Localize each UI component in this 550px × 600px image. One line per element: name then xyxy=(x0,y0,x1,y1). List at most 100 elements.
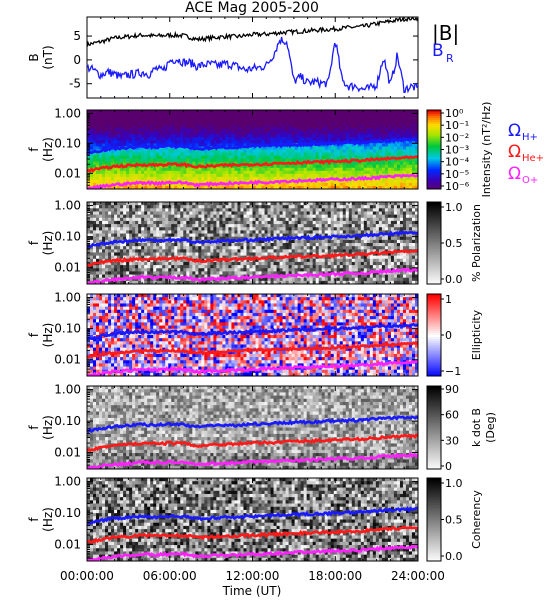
y-axis-unit: (Hz) xyxy=(41,137,55,162)
colorbar-step xyxy=(427,542,441,545)
colorbar-tick-label: 1.0 xyxy=(445,201,463,214)
y-axis-unit: (Hz) xyxy=(41,231,55,256)
legend-omega-h-plus: Ω xyxy=(508,121,521,141)
colorbar-step xyxy=(427,308,441,311)
spectrogram-cells xyxy=(87,386,419,470)
colorbar-step xyxy=(427,141,441,145)
legend-omega-he-plus: Ω xyxy=(508,142,521,162)
gyrofrequency-line-o-plus xyxy=(87,451,419,470)
colorbar-step xyxy=(427,133,441,137)
colorbar-step xyxy=(427,540,441,543)
colorbar-step xyxy=(427,433,441,437)
series-b-r xyxy=(86,36,419,94)
gyrofrequency-line-h-plus xyxy=(86,230,418,249)
y-tick-label: 0.01 xyxy=(54,353,81,367)
colorbar-step xyxy=(427,353,441,356)
colorbar-step xyxy=(427,113,441,117)
colorbar-step xyxy=(427,480,441,483)
colorbar-step xyxy=(427,500,441,504)
colorbar-step xyxy=(427,171,441,174)
colorbar-step xyxy=(427,347,441,350)
colorbar-step xyxy=(427,306,441,309)
y-tick-label: 1.00 xyxy=(54,475,81,489)
colorbar-step xyxy=(427,251,441,254)
colorbar-step xyxy=(427,454,441,458)
panel-polarization: 1.00 0.10 0.01 f (Hz) 1.0 0.5 0.0 % Polarization xyxy=(27,199,483,286)
x-tick-label: 00:00:00 xyxy=(60,569,114,583)
y-axis-unit: (Hz) xyxy=(41,507,55,532)
colorbar-step xyxy=(427,117,441,121)
colorbar-step xyxy=(427,444,441,447)
colorbar-step xyxy=(427,446,441,449)
colorbar-step xyxy=(427,402,441,406)
colorbar-step xyxy=(427,298,441,301)
colorbar-step xyxy=(427,163,441,166)
colorbar-step xyxy=(427,228,441,232)
colorbar-step xyxy=(427,349,441,352)
colorbar-step xyxy=(427,496,441,500)
colorbar-label: Coherency xyxy=(470,490,483,549)
colorbar-step xyxy=(427,390,441,393)
colorbar-step xyxy=(427,425,441,429)
y-axis-label: f xyxy=(27,425,41,430)
colorbar-step xyxy=(427,550,441,554)
colorbar-step xyxy=(427,439,441,443)
colorbar-step xyxy=(427,183,441,186)
colorbar-step xyxy=(427,326,441,330)
colorbar-step xyxy=(427,185,441,188)
colorbar-step xyxy=(427,125,441,129)
colorbar-step xyxy=(427,259,441,262)
colorbar-label: Intensity (nT²/Hz) xyxy=(480,102,493,198)
y-tick-label: 0.10 xyxy=(54,506,81,520)
colorbar-step xyxy=(427,181,441,184)
colorbar-step xyxy=(427,279,441,283)
panel-field: 50-5B (nT)|B|B R xyxy=(27,16,459,99)
panel-intensity: 1.00 0.10 0.01 f (Hz) 10⁰10⁻¹10⁻²10⁻³10⁻⁴10⁻⁵… xyxy=(27,102,544,198)
y-tick-label: 0.01 xyxy=(54,166,81,180)
colorbar-step xyxy=(427,257,441,260)
colorbar-step xyxy=(427,115,441,119)
chart-title: ACE Mag 2005-200 xyxy=(185,0,319,16)
colorbar-tick-label: 0 xyxy=(445,329,452,342)
colorbar-step xyxy=(427,429,441,433)
colorbar-step xyxy=(427,216,441,219)
colorbar-tick-label: 0 xyxy=(445,460,452,473)
colorbar-step xyxy=(427,361,441,365)
colorbar-step xyxy=(427,310,441,313)
y-axis-unit: (nT) xyxy=(41,45,55,69)
colorbar-step xyxy=(427,345,441,348)
y-tick-label: 1.00 xyxy=(54,291,81,305)
colorbar-step xyxy=(427,529,441,533)
colorbar-step xyxy=(427,531,441,535)
colorbar-step xyxy=(427,367,441,371)
y-tick-label: 0.01 xyxy=(54,538,81,552)
colorbar-step xyxy=(427,224,441,228)
colorbar-step xyxy=(427,492,441,496)
colorbar-step xyxy=(427,273,441,277)
colorbar-step xyxy=(427,269,441,273)
gyrofrequency-line-he-plus xyxy=(86,341,419,360)
legend: Ω H+Ω He+Ω O+ xyxy=(508,121,544,186)
colorbar-step xyxy=(427,218,441,221)
spectrogram-cells xyxy=(87,478,419,562)
colorbar-step xyxy=(427,351,441,354)
colorbar-step xyxy=(427,234,441,238)
colorbar-step xyxy=(427,330,441,334)
gyrofrequency-line-h-plus xyxy=(86,137,419,156)
colorbar-step xyxy=(427,488,441,491)
colorbar-step xyxy=(427,151,441,154)
colorbar-tick-label: 0.5 xyxy=(445,514,463,527)
colorbar-step xyxy=(427,161,441,164)
colorbar: 1 0 −1 Ellipticity xyxy=(426,293,483,378)
colorbar-step xyxy=(427,355,441,359)
legend-b-magnitude: |B| xyxy=(432,21,459,45)
colorbar-tick-label: 10⁻⁴ xyxy=(445,156,470,169)
colorbar-step xyxy=(427,300,441,303)
colorbar-step xyxy=(427,427,441,431)
colorbar-label: Ellipticity xyxy=(470,309,483,360)
colorbar-step xyxy=(427,328,441,332)
colorbar-step xyxy=(427,302,441,305)
colorbar-step xyxy=(427,230,441,234)
colorbar-step xyxy=(427,396,441,399)
colorbar-step xyxy=(427,421,441,424)
